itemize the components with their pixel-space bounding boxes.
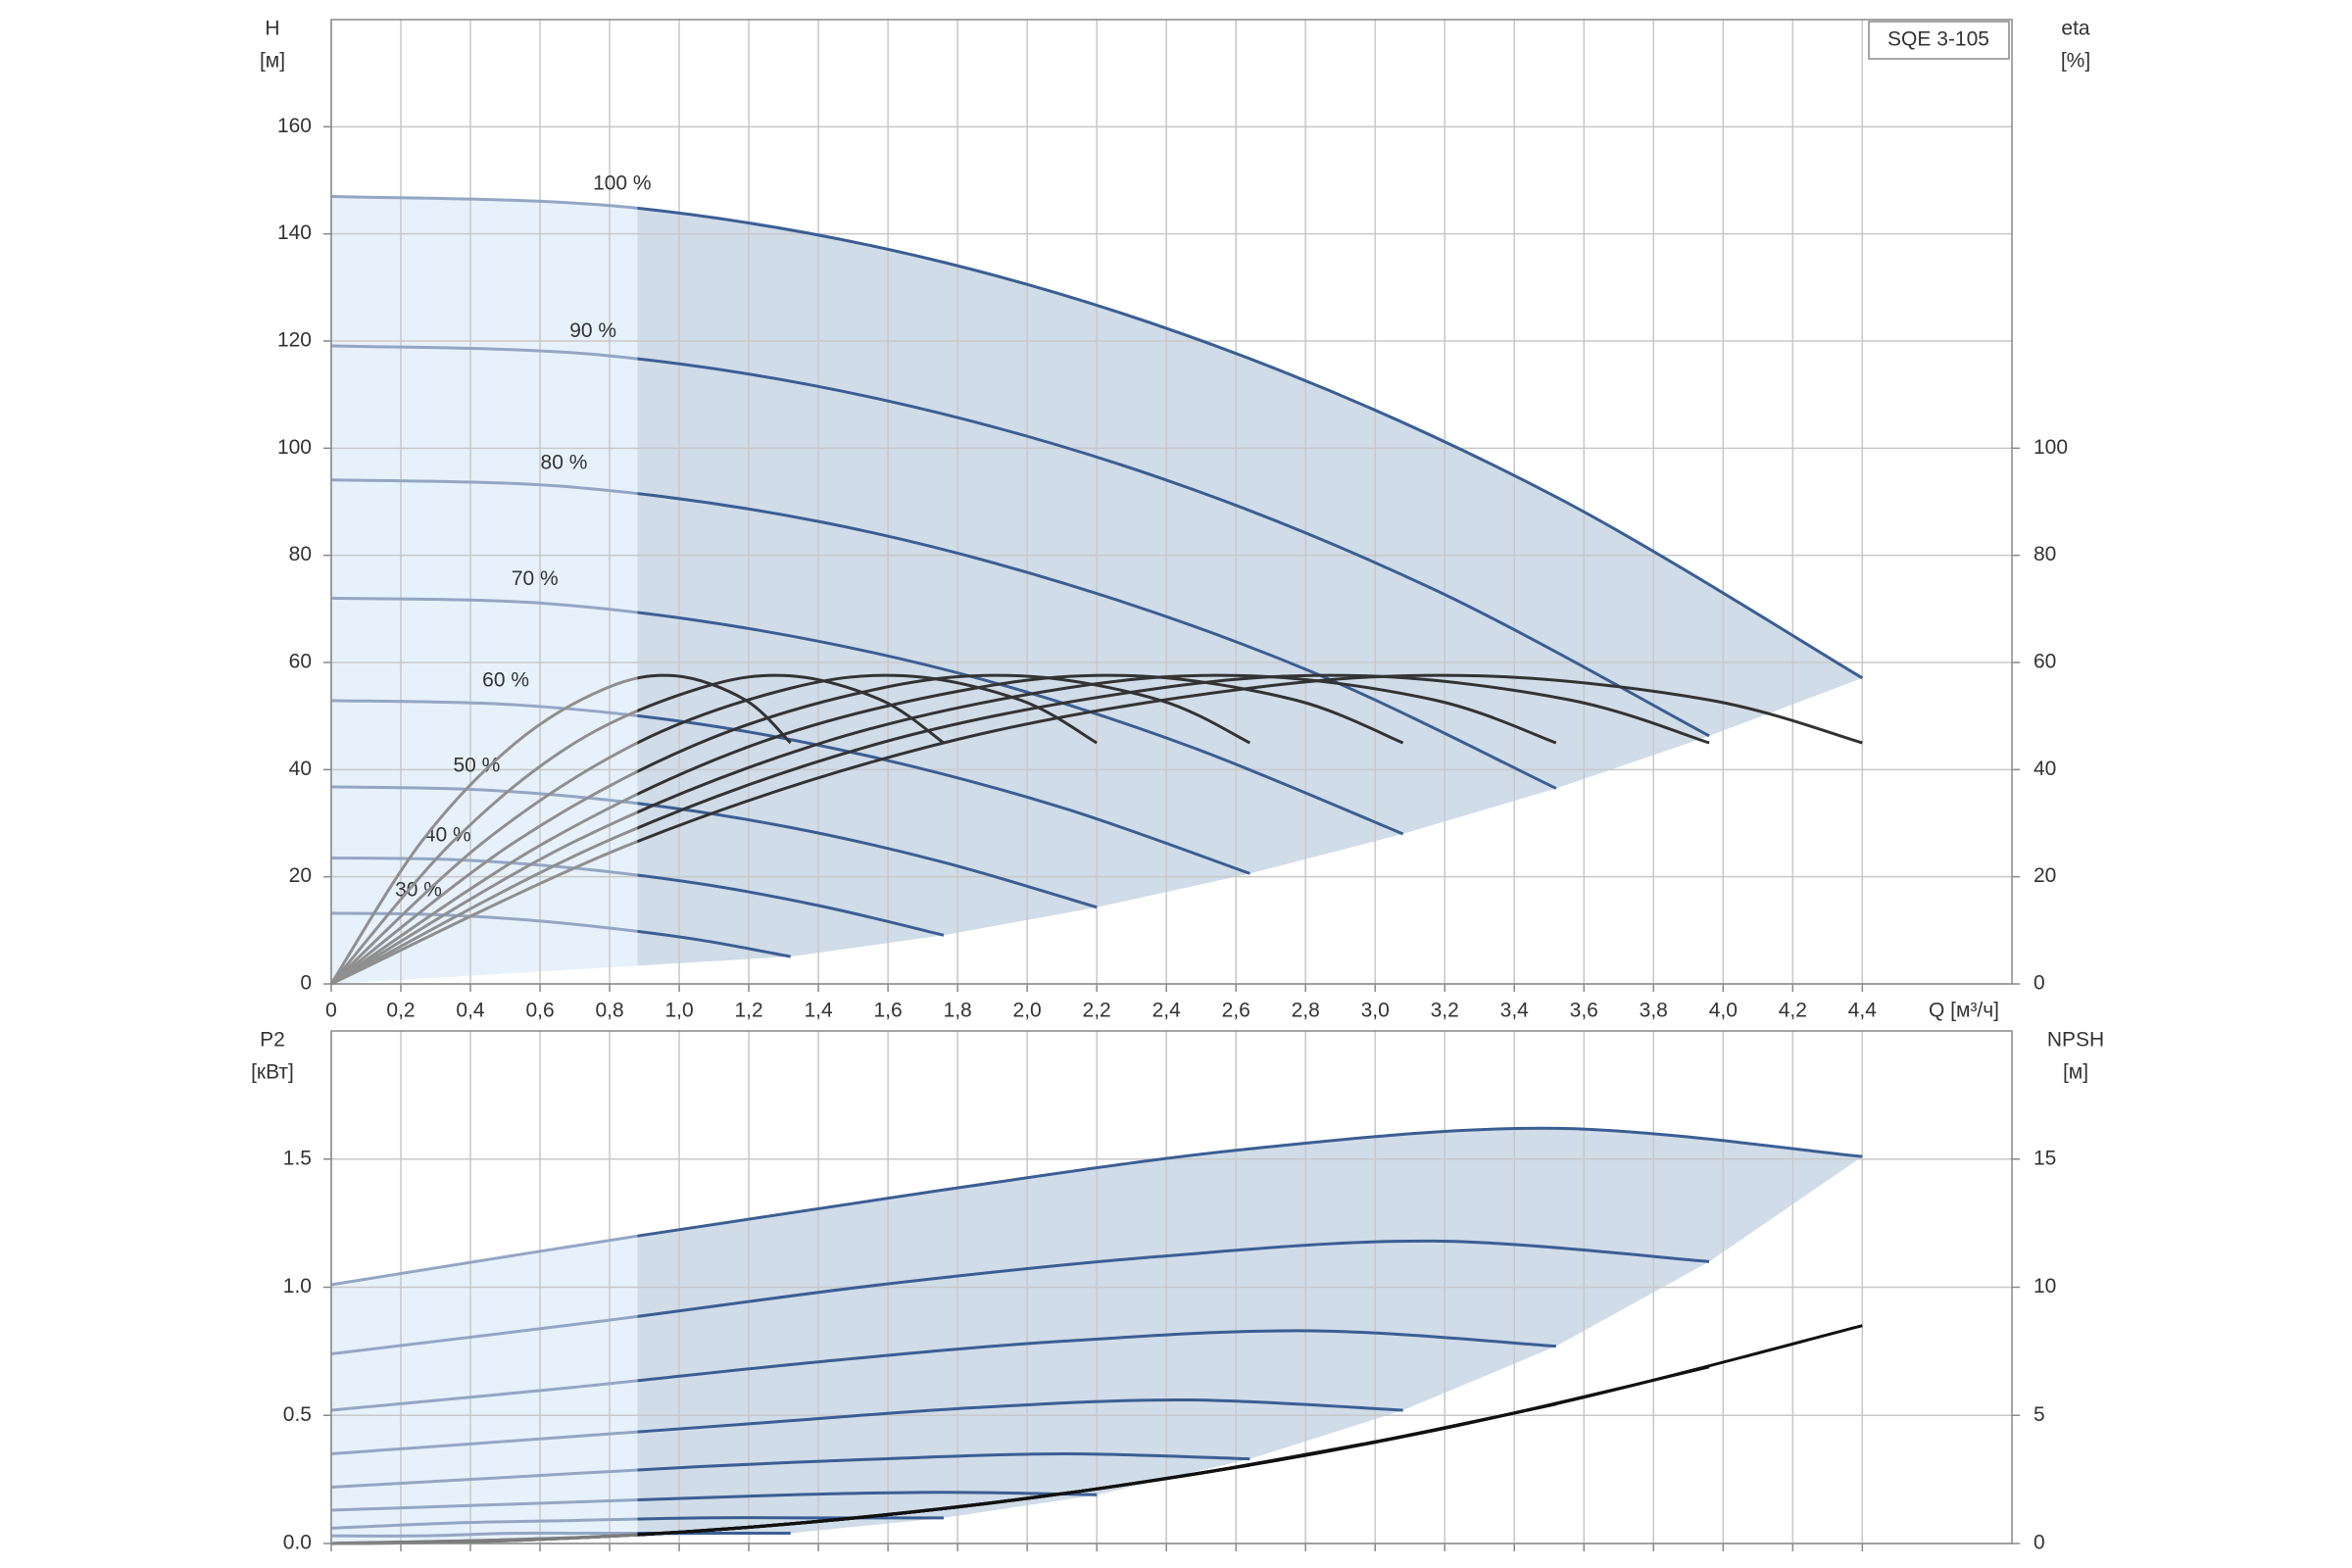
curve: [330, 1398, 1403, 1455]
y-tick-label: 0.5: [283, 1403, 312, 1426]
curve: [330, 1239, 1710, 1355]
y2-axis-label: NPSH: [2047, 1029, 2104, 1052]
y2-tick-label: 15: [2034, 1147, 2056, 1169]
y2-curve: [330, 673, 1404, 986]
x-tick-label: 1,2: [734, 1000, 762, 1022]
curve: [330, 596, 1404, 836]
y2-tick-label: 0: [2034, 972, 2045, 995]
x-tick-label: 1,0: [664, 1000, 693, 1022]
y2-tick-label: 20: [2034, 864, 2056, 887]
curve: [330, 857, 945, 937]
y2-curve: [330, 673, 1710, 986]
x-tick-label: 2,4: [1152, 1000, 1182, 1022]
y-tick-label: 1.5: [283, 1147, 312, 1169]
y-tick-label: 40: [289, 758, 312, 780]
y2-axis-label: eta: [2061, 18, 2090, 40]
x-tick-label: 3,2: [1431, 1000, 1459, 1022]
y2-tick-label: 10: [2034, 1275, 2056, 1298]
y2-curve: [330, 673, 1863, 986]
chart-title: SQE 3-105: [1887, 28, 1989, 51]
curve: [330, 699, 1250, 875]
y2-tick-label: 60: [2034, 651, 2056, 673]
x-tick-label: 3,6: [1570, 1000, 1598, 1022]
y-axis-label: [кВт]: [251, 1061, 294, 1084]
y2-tick-label: 40: [2034, 758, 2056, 780]
curve: [330, 1531, 791, 1538]
curve-label: 100 %: [593, 172, 652, 194]
curve: [330, 344, 1710, 738]
y-tick-label: 160: [277, 115, 312, 137]
x-tick-label: 2,0: [1013, 1000, 1042, 1022]
y-tick-label: 100: [277, 436, 312, 459]
plot-frame: [330, 19, 2013, 985]
y2-tick-label: 80: [2034, 543, 2056, 565]
y-tick-label: 120: [277, 329, 312, 352]
x-tick-label: 1,8: [944, 1000, 972, 1022]
y2-curve: [329, 673, 792, 985]
x-tick-label: 0,4: [456, 1000, 485, 1022]
curve: [330, 194, 1864, 680]
y2-axis-label: [м]: [2063, 1061, 2088, 1084]
y-axis-label: H: [265, 18, 279, 40]
x-tick-label: 3,0: [1361, 1000, 1390, 1022]
y-tick-label: 80: [289, 543, 312, 565]
y2-curve: [329, 673, 945, 985]
x-tick-label: 4,2: [1779, 1000, 1807, 1022]
x-tick-label: 2,2: [1083, 1000, 1111, 1022]
curve-label: 70 %: [512, 567, 559, 590]
curve-label: 80 %: [541, 451, 588, 473]
x-tick-label: 4,0: [1709, 1000, 1738, 1022]
y2-axis-label: [%]: [2061, 50, 2090, 73]
curve-label: 90 %: [569, 319, 616, 342]
x-tick-label: 1,6: [874, 1000, 903, 1022]
curve: [330, 478, 1557, 790]
x-tick-label: 4,4: [1848, 1000, 1878, 1022]
y2-tick-label: 0: [2034, 1532, 2045, 1554]
x-tick-label: 2,6: [1222, 1000, 1250, 1022]
curve-label: 40 %: [424, 824, 471, 847]
curve-label: 50 %: [453, 754, 500, 776]
y-tick-label: 1.0: [283, 1275, 312, 1298]
y-tick-label: 0: [300, 972, 312, 995]
title-box: [1868, 21, 2010, 60]
curve: [330, 1329, 1556, 1412]
plot-frame: [330, 1030, 2013, 1544]
y-tick-label: 0.0: [283, 1532, 312, 1554]
x-tick-label: 3,8: [1640, 1000, 1668, 1022]
x-tick-label: 0: [325, 1000, 337, 1022]
curve: [330, 911, 791, 958]
y2-curve: [330, 673, 1251, 986]
y-axis-label: [м]: [260, 50, 285, 73]
curve: [330, 1451, 1250, 1489]
curve: [330, 1491, 1098, 1512]
x-tick-label: 1,4: [804, 1000, 833, 1022]
y-axis-label: P2: [260, 1029, 285, 1052]
operating-area: [637, 208, 1863, 966]
curve-label: 30 %: [395, 878, 442, 901]
x-tick-label: 2,8: [1292, 1000, 1320, 1022]
y2-tick-label: 5: [2034, 1403, 2045, 1426]
x-tick-label: 3,4: [1500, 1000, 1530, 1022]
x-axis-label: Q [м³/ч]: [1929, 1000, 1999, 1022]
y-tick-label: 60: [289, 651, 312, 673]
y-tick-label: 20: [289, 864, 312, 887]
operating-area-light: [331, 1236, 638, 1544]
x-tick-label: 0,2: [386, 1000, 415, 1022]
curve: [330, 1126, 1863, 1287]
y2-curve: [330, 673, 1557, 986]
y-tick-label: 140: [277, 221, 312, 244]
curve-label: 60 %: [482, 668, 529, 691]
y2-tick-label: 100: [2034, 436, 2068, 459]
x-tick-label: 0,6: [525, 1000, 554, 1022]
curve: [330, 1516, 944, 1530]
x-tick-label: 0,8: [595, 1000, 623, 1022]
